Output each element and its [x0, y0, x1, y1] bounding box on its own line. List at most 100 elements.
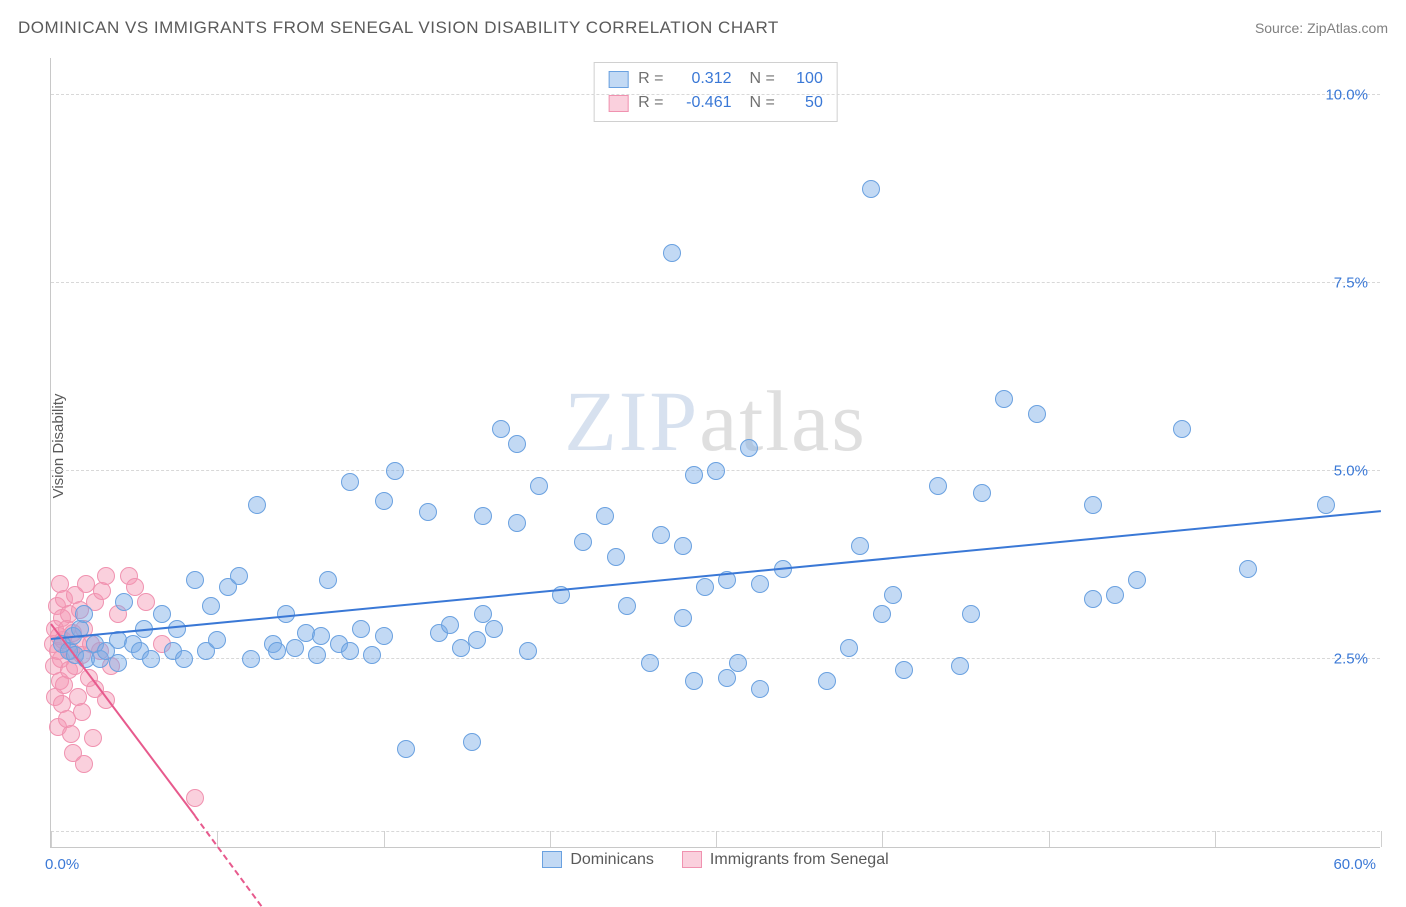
scatter-point-senegal [73, 703, 91, 721]
legend-swatch [542, 851, 562, 868]
scatter-point-dominican [397, 740, 415, 758]
x-tick-mark [882, 831, 883, 847]
scatter-point-dominican [951, 657, 969, 675]
watermark: ZIPatlas [564, 371, 867, 471]
scatter-point-dominican [1028, 405, 1046, 423]
scatter-point-dominican [519, 642, 537, 660]
legend-series-label: Dominicans [570, 851, 654, 869]
scatter-point-dominican [895, 661, 913, 679]
scatter-point-dominican [729, 654, 747, 672]
scatter-point-dominican [973, 484, 991, 502]
y-tick-label: 5.0% [1334, 462, 1368, 479]
scatter-point-dominican [740, 439, 758, 457]
scatter-point-dominican [168, 620, 186, 638]
scatter-point-dominican [492, 420, 510, 438]
scatter-point-dominican [652, 526, 670, 544]
y-tick-label: 7.5% [1334, 274, 1368, 291]
legend-swatch [608, 95, 628, 112]
scatter-point-dominican [248, 496, 266, 514]
scatter-point-dominican [962, 605, 980, 623]
legend-n-value: 100 [785, 67, 823, 91]
legend-swatch [682, 851, 702, 868]
scatter-point-dominican [696, 578, 714, 596]
x-axis-max-label: 60.0% [1333, 856, 1376, 873]
y-tick-label: 2.5% [1334, 650, 1368, 667]
series-legend: Dominicans Immigrants from Senegal [51, 851, 1380, 874]
scatter-point-dominican [319, 571, 337, 589]
scatter-point-dominican [884, 586, 902, 604]
scatter-point-dominican [751, 680, 769, 698]
scatter-point-dominican [674, 609, 692, 627]
x-tick-mark [550, 831, 551, 847]
scatter-point-senegal [186, 789, 204, 807]
y-tick-label: 10.0% [1325, 86, 1368, 103]
scatter-point-dominican [618, 597, 636, 615]
scatter-point-dominican [663, 244, 681, 262]
legend-series-item: Dominicans [542, 851, 654, 869]
chart-title: DOMINICAN VS IMMIGRANTS FROM SENEGAL VIS… [18, 18, 779, 38]
scatter-point-dominican [363, 646, 381, 664]
scatter-point-dominican [142, 650, 160, 668]
scatter-point-senegal [62, 725, 80, 743]
scatter-point-dominican [1084, 496, 1102, 514]
scatter-point-dominican [1317, 496, 1335, 514]
scatter-point-dominican [153, 605, 171, 623]
scatter-point-dominican [230, 567, 248, 585]
scatter-point-dominican [109, 654, 127, 672]
scatter-point-dominican [441, 616, 459, 634]
trendline-dominican [51, 510, 1381, 640]
scatter-point-dominican [115, 593, 133, 611]
scatter-point-dominican [485, 620, 503, 638]
scatter-point-dominican [1084, 590, 1102, 608]
scatter-point-dominican [75, 605, 93, 623]
legend-series-label: Immigrants from Senegal [710, 851, 889, 869]
watermark-atlas: atlas [699, 373, 867, 469]
x-tick-mark [716, 831, 717, 847]
x-tick-mark [51, 831, 52, 847]
scatter-point-dominican [375, 627, 393, 645]
scatter-point-dominican [596, 507, 614, 525]
y-gridline [51, 94, 1380, 95]
scatter-point-dominican [1128, 571, 1146, 589]
scatter-point-dominican [1173, 420, 1191, 438]
scatter-point-dominican [818, 672, 836, 690]
scatter-point-dominican [862, 180, 880, 198]
chart-plot-area: ZIPatlas R =0.312N =100R =-0.461N =50 Do… [50, 58, 1380, 848]
scatter-point-senegal [137, 593, 155, 611]
legend-series-item: Immigrants from Senegal [682, 851, 889, 869]
scatter-point-dominican [530, 477, 548, 495]
scatter-point-senegal [84, 729, 102, 747]
scatter-point-dominican [685, 672, 703, 690]
scatter-point-dominican [268, 642, 286, 660]
scatter-point-dominican [386, 462, 404, 480]
scatter-point-dominican [873, 605, 891, 623]
scatter-point-dominican [508, 435, 526, 453]
y-gridline [51, 282, 1380, 283]
scatter-point-dominican [674, 537, 692, 555]
legend-n-label: N = [750, 67, 775, 91]
scatter-point-dominican [641, 654, 659, 672]
scatter-point-dominican [308, 646, 326, 664]
scatter-point-dominican [607, 548, 625, 566]
scatter-point-dominican [341, 642, 359, 660]
source-attribution: Source: ZipAtlas.com [1255, 20, 1388, 36]
scatter-point-dominican [474, 507, 492, 525]
scatter-point-senegal [97, 567, 115, 585]
scatter-point-dominican [341, 473, 359, 491]
scatter-point-dominican [419, 503, 437, 521]
scatter-point-dominican [1106, 586, 1124, 604]
scatter-point-dominican [851, 537, 869, 555]
scatter-point-dominican [574, 533, 592, 551]
scatter-point-dominican [468, 631, 486, 649]
legend-r-value: 0.312 [674, 67, 732, 91]
scatter-point-dominican [312, 627, 330, 645]
scatter-point-dominican [242, 650, 260, 668]
scatter-point-dominican [508, 514, 526, 532]
x-tick-mark [1049, 831, 1050, 847]
scatter-point-dominican [186, 571, 204, 589]
scatter-point-dominican [707, 462, 725, 480]
x-axis-min-label: 0.0% [45, 856, 79, 873]
scatter-point-dominican [463, 733, 481, 751]
scatter-point-dominican [375, 492, 393, 510]
legend-stat-row: R =0.312N =100 [608, 67, 823, 91]
